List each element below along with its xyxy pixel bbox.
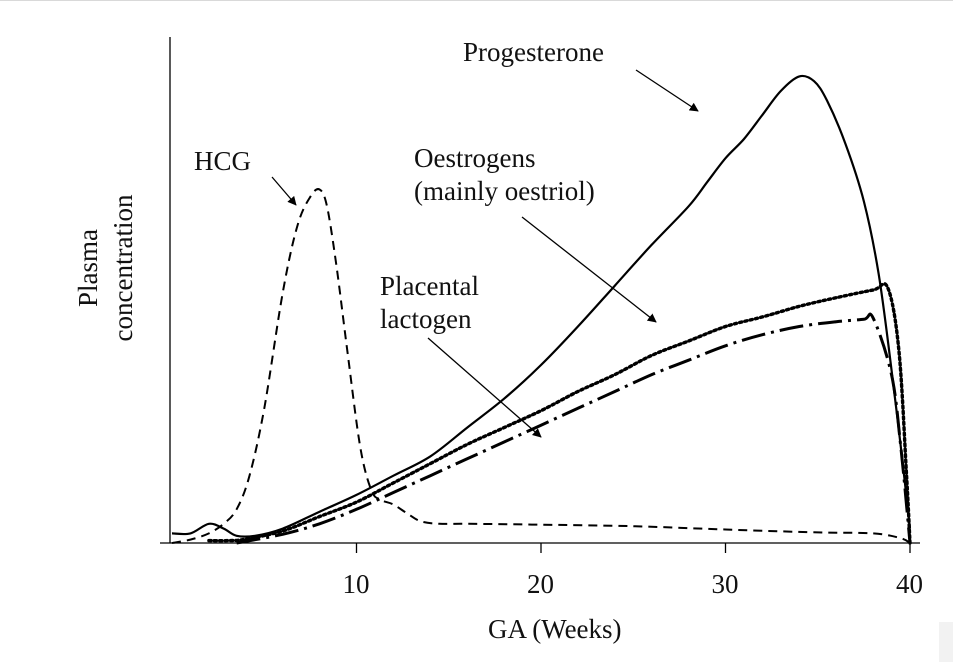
- series-line-oestrogens-mainly-oestriol: [207, 282, 912, 545]
- series-line-progesterone: [171, 74, 912, 538]
- series-line-placental-lactogen: [236, 312, 912, 545]
- x-tick-label: 30: [711, 569, 739, 599]
- corner-shade: [939, 622, 953, 662]
- arrow-placental: [427, 337, 542, 438]
- annotation-placental-line-1: Placental: [380, 271, 479, 301]
- y-axis-label-line-1: Plasma: [72, 229, 103, 307]
- x-tick-label: 20: [527, 569, 554, 599]
- top-divider: [0, 0, 953, 1]
- annotation-placental-line-2: lactogen: [380, 303, 472, 334]
- arrow-progesterone: [635, 69, 699, 112]
- annotation-oestrogens: Oestrogens (mainly oestriol): [414, 142, 595, 208]
- series-line-hcg: [171, 188, 911, 544]
- annotation-oestrogens-line-1: Oestrogens: [414, 143, 536, 173]
- annotation-hcg-text: HCG: [194, 146, 252, 176]
- arrow-oestrogens: [521, 216, 657, 323]
- annotation-hcg: HCG: [194, 145, 251, 178]
- x-tick-label: 10: [342, 569, 370, 599]
- arrow-hcg: [271, 176, 297, 206]
- x-axis-label: GA (Weeks): [488, 614, 622, 644]
- annotation-progesterone: Progesterone: [463, 36, 604, 69]
- annotation-oestrogens-line-2: (mainly oestriol): [414, 175, 595, 206]
- y-axis-label-line-2: concentration: [108, 194, 138, 342]
- annotation-placental-lactogen: Placental lactogen: [380, 270, 479, 336]
- annotation-progesterone-text: Progesterone: [463, 37, 604, 67]
- x-tick-label: 40: [896, 569, 923, 599]
- y-axis-label: Plasma concentration: [71, 195, 141, 342]
